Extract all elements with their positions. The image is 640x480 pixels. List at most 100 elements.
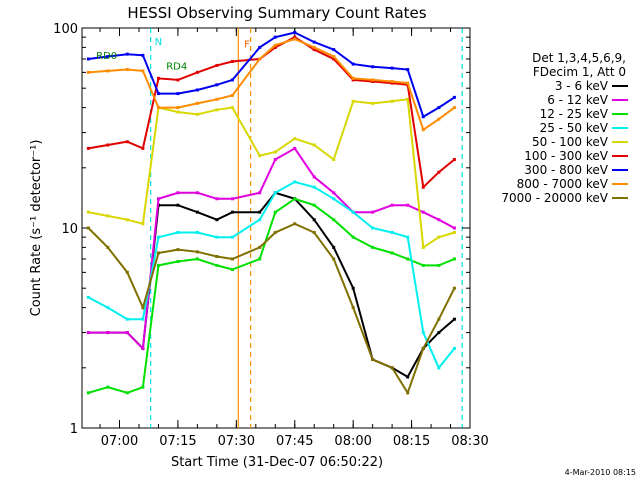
data-point [141, 222, 145, 226]
data-point [215, 218, 219, 222]
y-tick-label: 100 [53, 22, 78, 37]
data-point [125, 140, 129, 144]
data-point [156, 263, 160, 267]
data-point [371, 78, 375, 82]
data-point [437, 317, 441, 321]
data-point [273, 230, 277, 234]
legend-label: 25 - 50 keV [540, 121, 609, 135]
data-point [332, 245, 336, 249]
x-tick-label: 07:45 [276, 434, 313, 449]
legend-label: 6 - 12 keV [547, 93, 609, 107]
y-tick-label: 1 [70, 422, 78, 437]
data-point [332, 191, 336, 195]
x-tick-label: 07:30 [218, 434, 255, 449]
data-point [230, 197, 234, 201]
data-point [156, 251, 160, 255]
data-point [106, 385, 110, 389]
data-point [106, 69, 110, 73]
data-point [312, 230, 316, 234]
y-axis-label: Count Rate (s⁻¹ detector⁻¹) [29, 140, 44, 317]
data-point [125, 391, 129, 395]
data-point [141, 69, 145, 73]
data-point [437, 117, 441, 121]
data-point [195, 101, 199, 105]
data-point [215, 63, 219, 67]
data-point [421, 346, 425, 350]
data-point [312, 175, 316, 179]
data-point [437, 106, 441, 110]
data-point [371, 358, 375, 362]
data-point [125, 317, 129, 321]
data-point [141, 53, 145, 57]
data-point [421, 263, 425, 267]
legend-label: 3 - 6 keV [555, 79, 609, 93]
data-point [406, 375, 410, 379]
data-point [371, 245, 375, 249]
data-point [215, 235, 219, 239]
data-point [273, 35, 277, 39]
data-point [258, 245, 262, 249]
data-point [452, 257, 456, 261]
legend-label: 300 - 800 keV [524, 163, 608, 177]
data-point [176, 78, 180, 82]
data-point [351, 62, 355, 66]
data-point [106, 214, 110, 218]
data-point [273, 43, 277, 47]
data-point [406, 97, 410, 101]
data-point [106, 245, 110, 249]
data-point [371, 65, 375, 69]
data-point [258, 45, 262, 49]
data-point [437, 366, 441, 370]
data-point [293, 137, 297, 141]
data-point [371, 80, 375, 84]
data-point [86, 146, 90, 150]
data-point [293, 30, 297, 34]
data-point [195, 88, 199, 92]
data-point [195, 70, 199, 74]
data-point [86, 295, 90, 299]
data-point [351, 235, 355, 239]
data-point [176, 191, 180, 195]
data-point [215, 263, 219, 267]
data-point [312, 143, 316, 147]
data-point [293, 146, 297, 150]
data-point [332, 218, 336, 222]
data-point [86, 391, 90, 395]
data-point [293, 197, 297, 201]
data-point [312, 48, 316, 52]
legend-label: 12 - 25 keV [540, 107, 609, 121]
data-point [195, 230, 199, 234]
data-point [390, 251, 394, 255]
data-point [312, 185, 316, 189]
data-point [293, 180, 297, 184]
legend: Det 1,3,4,5,6,9,FDecim 1, Att 03 - 6 keV… [501, 51, 628, 205]
data-point [230, 257, 234, 261]
data-point [351, 99, 355, 103]
data-point [371, 226, 375, 230]
legend-label: 800 - 7000 keV [517, 177, 609, 191]
data-point [452, 226, 456, 230]
data-point [452, 317, 456, 321]
data-point [258, 191, 262, 195]
data-point [230, 78, 234, 82]
data-point [437, 170, 441, 174]
data-point [273, 45, 277, 49]
data-point [195, 112, 199, 116]
data-point [176, 259, 180, 263]
data-point [106, 55, 110, 59]
data-point [273, 150, 277, 154]
data-point [230, 59, 234, 63]
data-point [106, 331, 110, 335]
data-point [86, 70, 90, 74]
data-point [215, 197, 219, 201]
data-point [176, 203, 180, 207]
data-point [437, 331, 441, 335]
data-point [406, 257, 410, 261]
data-point [437, 235, 441, 239]
data-point [125, 218, 129, 222]
data-point [390, 230, 394, 234]
data-point [421, 331, 425, 335]
data-point [390, 80, 394, 84]
plot-area: 07:00 07:15 07:30 07:45 08:00 08:15 08:30 1 10 10… [53, 22, 489, 449]
